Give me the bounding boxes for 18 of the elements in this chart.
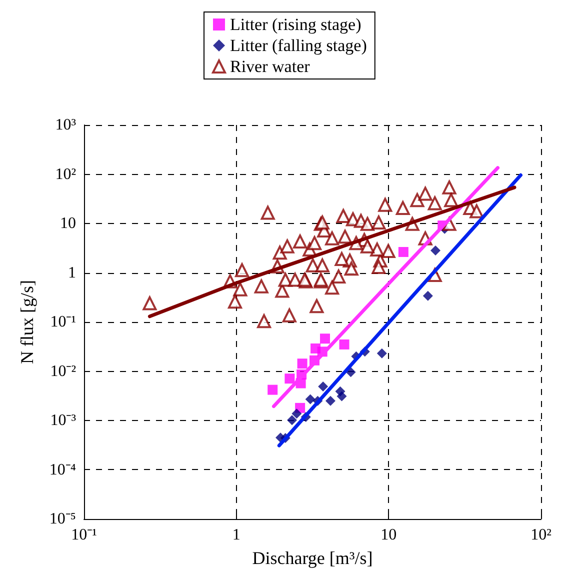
y-tick-label: 10⁻² [50, 362, 76, 380]
y-tick-label: 1 [68, 264, 76, 282]
y-tick-label: 10⁻¹ [50, 314, 76, 330]
legend-label: River water [230, 57, 310, 76]
y-tick-label: 10² [55, 166, 76, 183]
y-tick-label: 10³ [55, 116, 76, 134]
legend-label: Litter (rising stage) [230, 15, 362, 34]
y-axis-title: N flux [g/s] [17, 280, 37, 364]
x-tick-label: 10² [530, 526, 552, 544]
x-tick-label: 1 [232, 526, 240, 544]
y-tick-label: 10⁻⁴ [49, 461, 76, 478]
x-tick-label: 10 [380, 526, 397, 544]
y-tick-label: 10⁻⁵ [49, 510, 76, 528]
y-tick-label: 10 [60, 215, 76, 232]
x-axis-title: Discharge [m³/s] [252, 548, 373, 568]
x-tick-label: 10⁻¹ [71, 526, 98, 544]
legend-label: Litter (falling stage) [230, 36, 367, 55]
y-tick-label: 10⁻³ [50, 412, 76, 429]
